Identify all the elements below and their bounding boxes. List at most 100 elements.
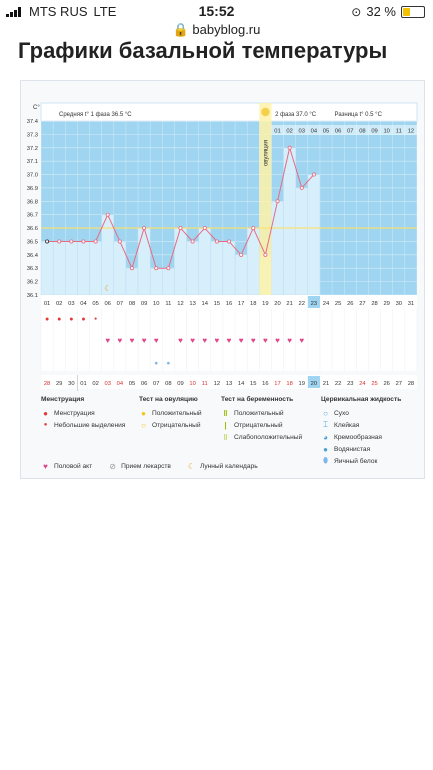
symbols-area xyxy=(41,309,417,371)
legend-item: Слабоположительный xyxy=(234,433,303,441)
y-tick-label: 36.1 xyxy=(27,293,38,299)
calendar-date-label: 19 xyxy=(299,381,305,387)
cycle-day-label: 31 xyxy=(408,301,414,307)
phase2-day-label: 09 xyxy=(371,129,377,135)
carrier-name: MTS RUS xyxy=(29,4,88,19)
address-bar[interactable]: 🔒 babyblog.ru xyxy=(0,22,433,38)
calendar-date-label: 06 xyxy=(141,381,147,387)
temperature-point xyxy=(129,266,134,271)
intercourse-heart-icon: ♥ xyxy=(130,336,135,345)
phase2-average: 2 фаза 37.0 °C xyxy=(275,112,317,118)
calendar-date-label: 28 xyxy=(44,381,50,387)
calendar-date-label: 04 xyxy=(117,381,124,387)
ovulation-band xyxy=(259,103,272,295)
y-tick-label: 36.8 xyxy=(27,199,38,205)
bbt-chart: 37.4 37.3 37.2 37.1 37.0 36.9 36.8 36.7 36.6 36.5… xyxy=(27,102,418,391)
phase2-day-row xyxy=(271,125,417,135)
ovulation-sun-icon xyxy=(261,107,270,117)
temperature-bar xyxy=(113,241,127,296)
bbt-chart-card: 37.4 37.3 37.2 37.1 37.0 36.9 36.8 36.7 36.6 36.5… xyxy=(20,80,425,479)
pill-icon: ⊘ xyxy=(109,461,116,471)
calendar-date-label: 15 xyxy=(250,381,256,387)
phase2-day-label: 10 xyxy=(383,129,389,135)
temperature-point xyxy=(117,239,122,244)
cycle-day-label: 04 xyxy=(80,301,87,307)
cycle-day-label: 22 xyxy=(299,301,305,307)
calendar-date-label: 07 xyxy=(153,381,159,387)
legend-bottom: ♥ Половой акт ⊘ Прием лекарств ☾ Лунный кал… xyxy=(41,460,258,472)
phase2-day-label: 08 xyxy=(359,129,365,135)
temperature-difference: Разница t° 0.5 °C xyxy=(335,112,383,118)
sticky-icon: ⌶ xyxy=(323,420,328,429)
legend-title: Менструация xyxy=(41,396,85,403)
phase2-day-label: 06 xyxy=(335,129,341,135)
temperature-bar xyxy=(65,241,78,296)
cycle-day-label: 12 xyxy=(177,301,183,307)
y-tick-label: 37.1 xyxy=(27,159,38,165)
temperature-bar xyxy=(77,241,90,296)
cycle-day-label: 14 xyxy=(202,301,209,307)
calendar-date-label: 13 xyxy=(226,381,232,387)
intercourse-heart-icon: ♥ xyxy=(178,336,183,345)
temperature-point xyxy=(166,266,171,271)
calendar-date-label: 25 xyxy=(371,381,377,387)
temperature-bar xyxy=(125,268,139,296)
calendar-date-label: 03 xyxy=(104,381,110,387)
calendar-date-label: 10 xyxy=(189,381,195,387)
legend-item: Положительный xyxy=(234,409,284,417)
intercourse-heart-icon: ♥ xyxy=(275,336,280,345)
legend-title: Тест на беременность xyxy=(221,396,294,403)
moon-icon: ☾ xyxy=(104,284,111,293)
temperature-point xyxy=(299,185,304,190)
temperature-point xyxy=(263,252,268,257)
legend-menstruation: Менструация ● Менструация ● Небольшие выде… xyxy=(41,396,125,431)
temperature-bar xyxy=(162,268,175,296)
cycle-day-label: 19 xyxy=(262,301,268,307)
cycle-day-label: 09 xyxy=(141,301,147,307)
intercourse-heart-icon: ♥ xyxy=(117,336,122,345)
calendar-date-label: 02 xyxy=(92,381,98,387)
intercourse-heart-icon: ♥ xyxy=(142,336,147,345)
temperature-point xyxy=(178,226,183,231)
y-tick-label: 36.4 xyxy=(27,253,39,259)
legend-item: Клейкая xyxy=(334,421,360,429)
phase2-day-label: 01 xyxy=(274,129,280,135)
temperature-bar xyxy=(101,214,114,296)
calendar-date-label: 30 xyxy=(68,381,74,387)
calendar-date-label: 14 xyxy=(238,381,245,387)
cycle-day-label: 08 xyxy=(129,301,135,307)
temperature-point xyxy=(275,199,280,204)
calendar-date-label: 08 xyxy=(165,381,171,387)
calendar-date-label: 11 xyxy=(202,381,208,387)
legend-item: Небольшие выделения xyxy=(54,421,126,429)
temperature-bar xyxy=(295,187,309,296)
cycle-day-label: 27 xyxy=(359,301,365,307)
calendar-date-label: 21 xyxy=(323,381,329,387)
legend-pregnancy-test: Тест на беременность ‖ Положительный | Отр… xyxy=(221,396,302,443)
intercourse-heart-icon: ♥ xyxy=(299,336,304,345)
calendar-date-label: 01 xyxy=(80,381,86,387)
temperature-point xyxy=(287,145,292,150)
phase2-day-label: 05 xyxy=(323,129,329,135)
temperature-point xyxy=(226,239,231,244)
intercourse-heart-icon: ♥ xyxy=(263,336,268,345)
status-bar: MTS RUS LTE 15:52 ⊙ 32 % xyxy=(0,0,433,22)
legend-item: Лунный календарь xyxy=(199,462,258,470)
temperature-point xyxy=(214,239,219,244)
calendar-date-label: 23 xyxy=(347,381,353,387)
faint-line-icon: ‖ xyxy=(223,432,228,442)
cervical-fluid-icon: ● xyxy=(166,360,170,367)
temperature-bar xyxy=(307,174,321,296)
legend-title: Цервикальная жидкость xyxy=(321,396,402,403)
legend-item: Кремообразная xyxy=(334,433,382,441)
temperature-point xyxy=(239,252,244,257)
temperature-bar xyxy=(174,227,187,296)
temperature-bar xyxy=(89,241,102,296)
signal-icon xyxy=(6,6,21,17)
temperature-bar xyxy=(40,241,54,296)
cycle-day-label: 01 xyxy=(44,301,50,307)
drop-icon: ● xyxy=(43,408,48,418)
legend-cervical: Цервикальная жидкость ○ Сухо ⌶ Клейкая ◕ Кр… xyxy=(321,396,401,467)
orientation-lock-icon: ⊙ xyxy=(351,4,362,19)
intercourse-heart-icon: ♥ xyxy=(190,336,195,345)
